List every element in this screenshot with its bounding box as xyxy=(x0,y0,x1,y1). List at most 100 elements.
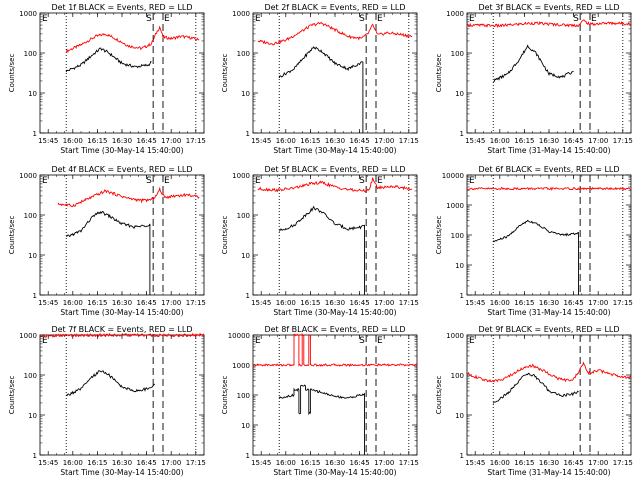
x-tick-label: 15:45 xyxy=(38,459,58,467)
x-tick-label: 17:00 xyxy=(588,459,608,467)
event-marker-e: E xyxy=(377,14,383,24)
panel-det-3f: Det 3f BLACK = Events, RED = LLD 1 10 100 10… xyxy=(435,3,633,155)
y-tick-label: 10 xyxy=(241,252,250,260)
y-tick-label: 10 xyxy=(28,252,37,260)
marker-left-e: E xyxy=(42,14,48,24)
x-axis-label: Start Time (30-May-14 15:40:00) xyxy=(273,308,396,317)
y-tick-label: 1000 xyxy=(446,202,464,210)
marker-left-e: E xyxy=(469,336,475,346)
x-axis-label: Start Time (31-May-14 15:40:00) xyxy=(487,468,610,477)
y-axis-label: Counts/sec xyxy=(435,216,443,255)
x-tick-label: 15:45 xyxy=(251,299,271,307)
y-axis-label: Counts/sec xyxy=(8,376,16,415)
panel-det-6f: Det 6f BLACK = Events, RED = LLD 1 10 100 10… xyxy=(435,165,633,317)
y-tick-label: 100 xyxy=(24,50,37,58)
series-events-line xyxy=(492,372,579,404)
x-tick-label: 16:15 xyxy=(514,137,534,145)
y-axis-label: Counts/sec xyxy=(435,54,443,93)
x-tick-label: 17:00 xyxy=(161,137,181,145)
y-axis-label: Counts/sec xyxy=(435,376,443,415)
x-tick-label: 15:45 xyxy=(38,137,58,145)
panel-title: Det 3f BLACK = Events, RED = LLD xyxy=(478,3,619,12)
marker-left-e: E xyxy=(469,14,475,24)
series-lld-line xyxy=(65,25,200,54)
event-marker-s: S xyxy=(573,14,579,24)
x-tick-label: 16:45 xyxy=(137,137,157,145)
y-tick-label: 100 xyxy=(451,232,464,240)
x-tick-label: 17:00 xyxy=(374,137,394,145)
series-events-line xyxy=(492,219,579,295)
x-tick-label: 16:45 xyxy=(137,459,157,467)
x-tick-label: 16:30 xyxy=(112,459,132,467)
x-tick-label: 16:30 xyxy=(325,137,345,145)
event-marker-s: S xyxy=(146,176,152,186)
y-tick-label: 10 xyxy=(455,412,464,420)
series-events-line xyxy=(278,46,364,133)
y-tick-label: 100 xyxy=(24,372,37,380)
x-tick-label: 16:30 xyxy=(325,299,345,307)
x-tick-label: 16:45 xyxy=(564,137,584,145)
x-tick-label: 16:45 xyxy=(137,299,157,307)
y-tick-label: 1000 xyxy=(232,10,250,18)
marker-left-e: E xyxy=(255,176,261,186)
event-marker-e: E xyxy=(377,336,383,346)
marker-left-e: E xyxy=(255,336,261,346)
series-lld-line xyxy=(57,186,200,208)
y-tick-label: 100 xyxy=(237,392,250,400)
x-tick-label: 17:00 xyxy=(161,459,181,467)
y-tick-label: 1000 xyxy=(446,10,464,18)
event-marker-e: E xyxy=(377,176,383,186)
y-axis-label: Counts/sec xyxy=(8,216,16,255)
series-events-line xyxy=(278,205,365,295)
x-tick-label: 16:30 xyxy=(539,137,559,145)
panel-title: Det 7f BLACK = Events, RED = LLD xyxy=(51,325,192,334)
x-tick-label: 16:30 xyxy=(539,299,559,307)
y-tick-label: 10 xyxy=(241,90,250,98)
y-tick-label: 1000 xyxy=(446,332,464,340)
event-marker-e: E xyxy=(591,14,597,24)
series-events-line xyxy=(65,210,151,295)
event-marker-s: S xyxy=(146,14,152,24)
y-tick-label: 1 xyxy=(246,452,250,460)
x-axis-label: Start Time (30-May-14 15:40:00) xyxy=(60,308,183,317)
x-tick-label: 17:00 xyxy=(588,137,608,145)
y-tick-label: 1 xyxy=(460,292,464,300)
panel-title: Det 2f BLACK = Events, RED = LLD xyxy=(264,3,405,12)
x-tick-label: 16:45 xyxy=(564,459,584,467)
marker-left-e: E xyxy=(469,176,475,186)
x-tick-label: 17:15 xyxy=(186,137,206,145)
x-tick-label: 16:15 xyxy=(300,137,320,145)
x-tick-label: 17:15 xyxy=(399,459,419,467)
x-axis-label: Start Time (31-May-14 15:40:00) xyxy=(487,146,610,155)
y-tick-label: 100 xyxy=(237,50,250,58)
event-marker-e: E xyxy=(164,176,170,186)
y-tick-label: 10000 xyxy=(228,332,250,340)
series-lld-line xyxy=(252,332,418,367)
panel-det-1f: Det 1f BLACK = Events, RED = LLD 1 10 100 10… xyxy=(8,3,206,155)
x-tick-label: 16:15 xyxy=(300,459,320,467)
series-lld-line xyxy=(257,177,413,193)
y-tick-label: 100 xyxy=(237,212,250,220)
x-tick-label: 16:00 xyxy=(276,137,296,145)
y-tick-label: 1000 xyxy=(19,172,37,180)
x-tick-label: 16:30 xyxy=(325,459,345,467)
panel-det-9f: Det 9f BLACK = Events, RED = LLD 1 10 100 10… xyxy=(435,325,633,477)
panel-title: Det 1f BLACK = Events, RED = LLD xyxy=(51,3,192,12)
y-tick-label: 100 xyxy=(451,50,464,58)
event-marker-s: S xyxy=(359,336,365,346)
y-tick-label: 10 xyxy=(28,412,37,420)
x-tick-label: 15:45 xyxy=(251,137,271,145)
series-events-line xyxy=(65,369,156,397)
x-tick-label: 17:15 xyxy=(186,459,206,467)
x-tick-label: 17:00 xyxy=(374,299,394,307)
y-tick-label: 10 xyxy=(455,262,464,270)
panel-det-4f: Det 4f BLACK = Events, RED = LLD 1 10 100 10… xyxy=(8,165,206,317)
x-tick-label: 15:45 xyxy=(465,137,485,145)
x-tick-label: 16:00 xyxy=(490,137,510,145)
event-marker-s: S xyxy=(359,176,365,186)
y-tick-label: 1 xyxy=(460,130,464,138)
series-lld-line xyxy=(466,19,632,29)
series-lld-line xyxy=(466,361,632,383)
y-tick-label: 10 xyxy=(241,422,250,430)
